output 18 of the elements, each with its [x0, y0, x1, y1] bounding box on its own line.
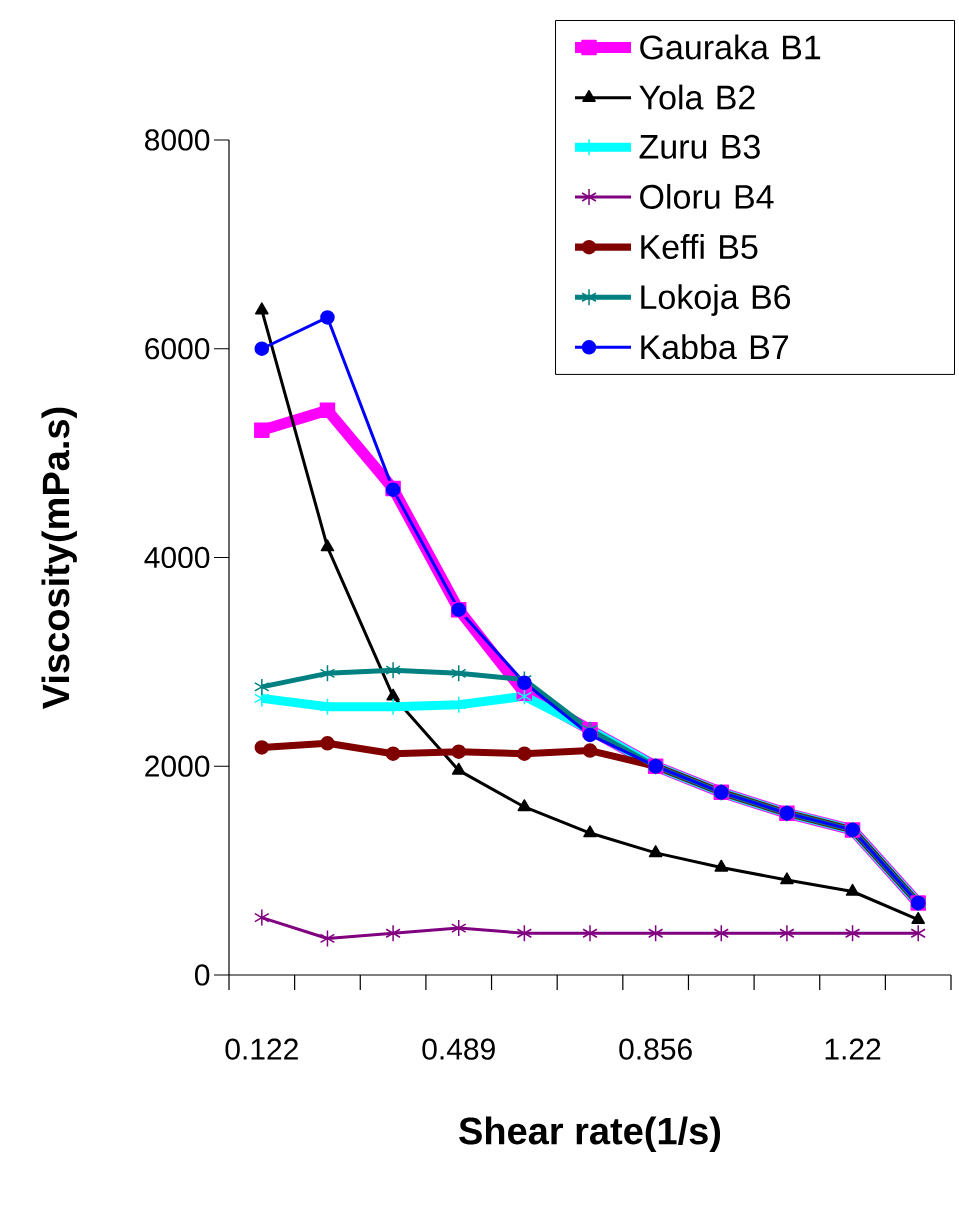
x-axis-title: Shear rate(1/s): [459, 1116, 721, 1153]
y-tick-label: 4000: [144, 546, 210, 569]
x-tick-label: 0.856: [619, 1038, 692, 1060]
y-tick-label: 2000: [145, 755, 210, 777]
legend-label: Gauraka B1: [640, 34, 821, 60]
y-axis-title: Viscosity(mPa.s): [41, 407, 77, 709]
x-tick-label: 0.489: [422, 1038, 495, 1060]
legend-label: Kabba B7: [641, 334, 789, 360]
x-tick-label: 0.122: [225, 1038, 298, 1060]
legend-label: Yola B2: [639, 84, 755, 110]
legend-label: Keffi B5: [641, 234, 758, 260]
legend-label: Lokoja B6: [641, 284, 791, 316]
y-tick-label: 8000: [145, 129, 210, 151]
x-tick-label: 1.22: [825, 1038, 881, 1060]
legend-label: Zuru B3: [639, 134, 760, 159]
y-tick-label: 6000: [145, 338, 210, 360]
legend-label: Oloru B4: [640, 183, 774, 209]
y-tick-label: 0: [194, 964, 210, 986]
